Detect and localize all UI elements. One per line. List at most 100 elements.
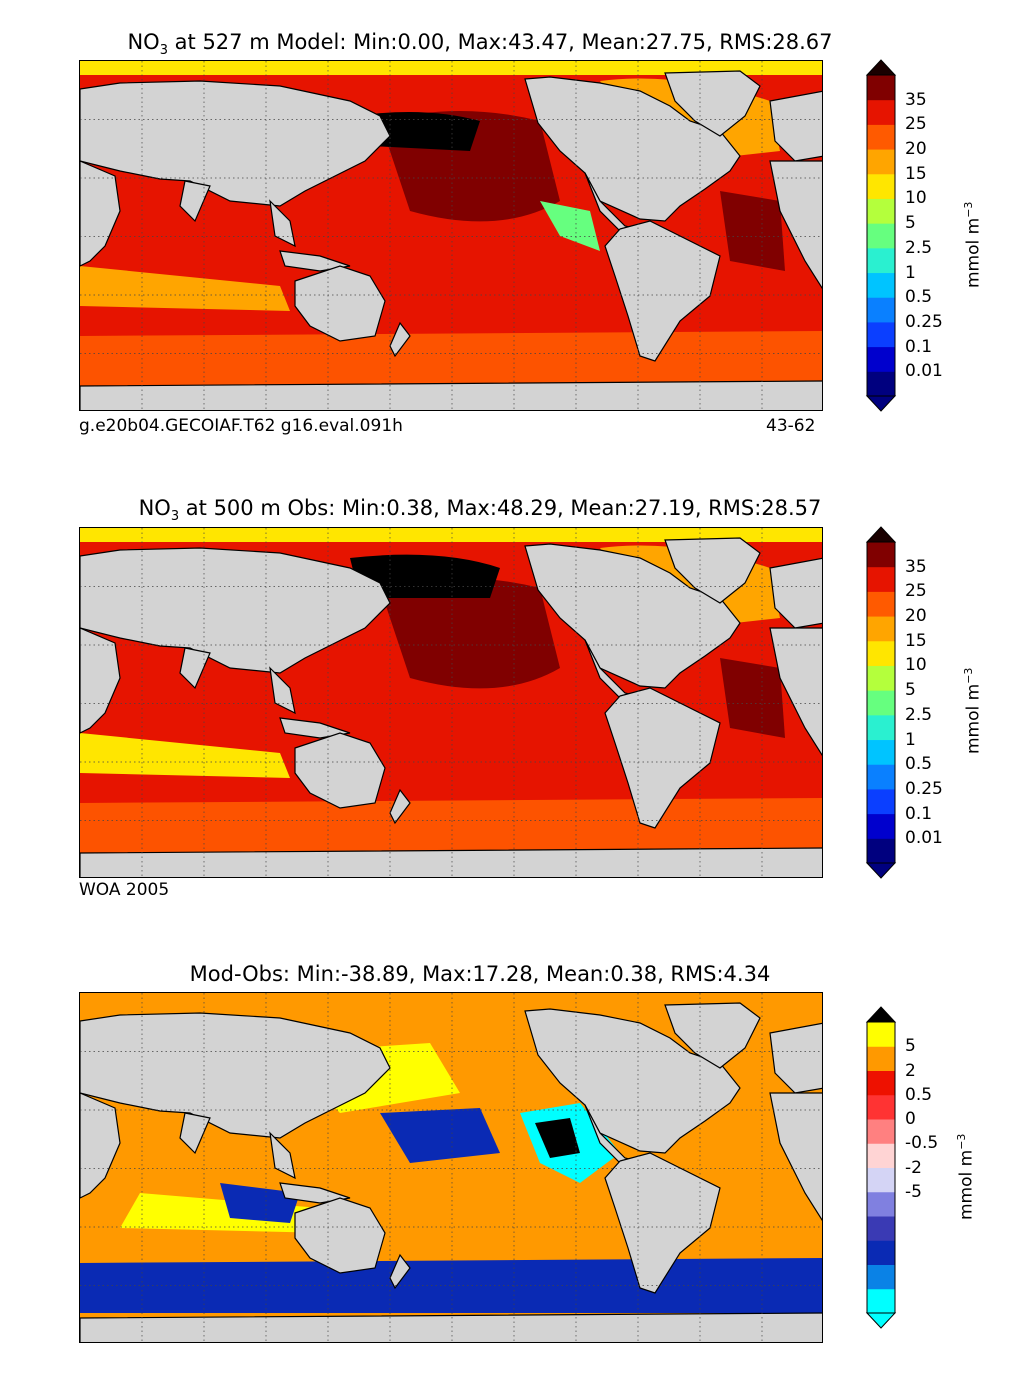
colorbar-segment bbox=[867, 346, 895, 372]
colorbar-tick-label: 0.5 bbox=[905, 754, 933, 775]
colorbar-extend-high bbox=[865, 526, 897, 543]
colorbar-tick-label: 0.25 bbox=[905, 311, 943, 332]
colorbar-tick-label: 10 bbox=[905, 188, 927, 209]
colorbar-tick-label: 2 bbox=[905, 1060, 916, 1081]
colorbar-segment bbox=[867, 75, 895, 101]
atlantic-maximum bbox=[720, 658, 785, 738]
panel-3-colorbar bbox=[865, 1006, 897, 1329]
panel-3-map bbox=[79, 992, 823, 1343]
colorbar-segment bbox=[867, 149, 895, 175]
land-south-america bbox=[604, 220, 721, 362]
panel-1-case-name: g.e20b04.GECOIAF.T62 g16.eval.091h bbox=[79, 416, 403, 436]
land-africa-west bbox=[769, 1092, 822, 1221]
colorbar-segment bbox=[867, 616, 895, 642]
colorbar-segment bbox=[867, 1143, 895, 1168]
land-europe bbox=[769, 90, 822, 162]
north-pacific-maximum bbox=[380, 578, 560, 689]
colorbar-svg bbox=[865, 1006, 897, 1329]
colorbar-segment bbox=[867, 665, 895, 691]
land-south-america bbox=[604, 687, 721, 829]
atlantic-maximum bbox=[720, 191, 785, 271]
land-eurasia bbox=[80, 1012, 391, 1139]
colorbar-tick-label: -0.5 bbox=[905, 1133, 939, 1154]
land-south-america bbox=[604, 1152, 721, 1294]
colorbar-tick-label: 0.5 bbox=[905, 1084, 933, 1105]
colorbar-segment bbox=[867, 714, 895, 741]
land-africa-east bbox=[80, 160, 121, 267]
colorbar-segment bbox=[867, 1022, 895, 1047]
panel-1-years: 43-62 bbox=[766, 416, 816, 436]
colorbar-tick-label: 5 bbox=[905, 1036, 916, 1057]
arctic-band bbox=[80, 61, 822, 75]
panel-1-colorbar bbox=[865, 59, 897, 412]
panel-2-colorbar-label: mmol m−3 bbox=[962, 667, 984, 754]
colorbar-tick-label: 25 bbox=[905, 581, 927, 602]
land-north-america bbox=[524, 76, 741, 222]
colorbar-extend-low bbox=[865, 395, 897, 412]
land-antarctica bbox=[80, 1312, 822, 1342]
panel-3-colorbar-label: mmol m−3 bbox=[955, 1133, 977, 1220]
colorbar-tick-label: 0 bbox=[905, 1109, 916, 1129]
panel-2-title: NO3 at 500 m Obs: Min:0.38, Max:48.29, M… bbox=[138, 496, 822, 525]
colorbar-segment bbox=[867, 247, 895, 274]
colorbar-segment bbox=[867, 764, 895, 790]
colorbar-svg bbox=[865, 59, 897, 412]
colorbar-tick-label: 5 bbox=[905, 213, 916, 234]
colorbar-segment bbox=[867, 1094, 895, 1120]
colorbar-frame bbox=[866, 1021, 896, 1314]
colorbar-segment bbox=[867, 788, 895, 815]
colorbar-tick-label: 0.01 bbox=[905, 361, 943, 382]
map-plot bbox=[80, 528, 822, 877]
colorbar-segment bbox=[867, 371, 895, 397]
colorbar-segment bbox=[867, 813, 895, 839]
colorbar-tick-label: 35 bbox=[905, 556, 927, 577]
colorbar-tick-label: 0.5 bbox=[905, 287, 933, 308]
colorbar-segment bbox=[867, 272, 895, 298]
land-eurasia bbox=[80, 80, 391, 207]
colorbar-tick-label: 5 bbox=[905, 680, 916, 701]
land-arabia-india bbox=[179, 647, 211, 690]
colorbar-segment bbox=[867, 173, 895, 199]
land-new-zealand bbox=[389, 788, 411, 825]
colorbar-tick-label: 1 bbox=[905, 729, 916, 750]
colorbar-extend-low bbox=[865, 1312, 897, 1329]
indian-ocean-positive bbox=[120, 1193, 330, 1233]
panel-2-map bbox=[79, 527, 823, 878]
land-north-america bbox=[524, 543, 741, 689]
land-africa-west bbox=[769, 627, 822, 756]
colorbar-segment bbox=[867, 1046, 895, 1071]
colorbar-tick-label: 15 bbox=[905, 163, 927, 184]
panel-1-map bbox=[79, 60, 823, 411]
land-australia bbox=[294, 1197, 386, 1274]
land-antarctica bbox=[80, 847, 822, 877]
indian-ocean-band bbox=[80, 266, 290, 311]
land-africa-east bbox=[80, 1092, 121, 1199]
indonesia-negative bbox=[220, 1183, 300, 1223]
colorbar-segment bbox=[867, 223, 895, 249]
colorbar-svg bbox=[865, 526, 897, 879]
colorbar-segment bbox=[867, 640, 895, 666]
colorbar-tick-label: 35 bbox=[905, 89, 927, 110]
colorbar-segment bbox=[867, 297, 895, 323]
colorbar-segment bbox=[867, 198, 895, 224]
colorbar-segment bbox=[867, 566, 895, 592]
colorbar-segment bbox=[867, 124, 895, 150]
land-australia bbox=[294, 732, 386, 809]
land-africa-west bbox=[769, 160, 822, 289]
land-arabia-india bbox=[179, 180, 211, 223]
colorbar-tick-label: 0.01 bbox=[905, 828, 943, 849]
tropical-pacific-negative bbox=[380, 1108, 500, 1163]
colorbar-tick-label: 1 bbox=[905, 262, 916, 283]
panel-1-colorbar-label: mmol m−3 bbox=[962, 201, 984, 288]
colorbar-segment bbox=[867, 591, 895, 617]
arctic-band bbox=[80, 528, 822, 542]
colorbar-extend-high bbox=[865, 1006, 897, 1023]
panel-2-source: WOA 2005 bbox=[79, 880, 170, 900]
colorbar-extend-low bbox=[865, 862, 897, 879]
land-new-zealand bbox=[389, 321, 411, 358]
colorbar-segment bbox=[867, 542, 895, 568]
colorbar-tick-label: 0.1 bbox=[905, 336, 933, 357]
colorbar-tick-label: 10 bbox=[905, 655, 927, 676]
map-plot bbox=[80, 61, 822, 410]
colorbar-segment bbox=[867, 690, 895, 716]
